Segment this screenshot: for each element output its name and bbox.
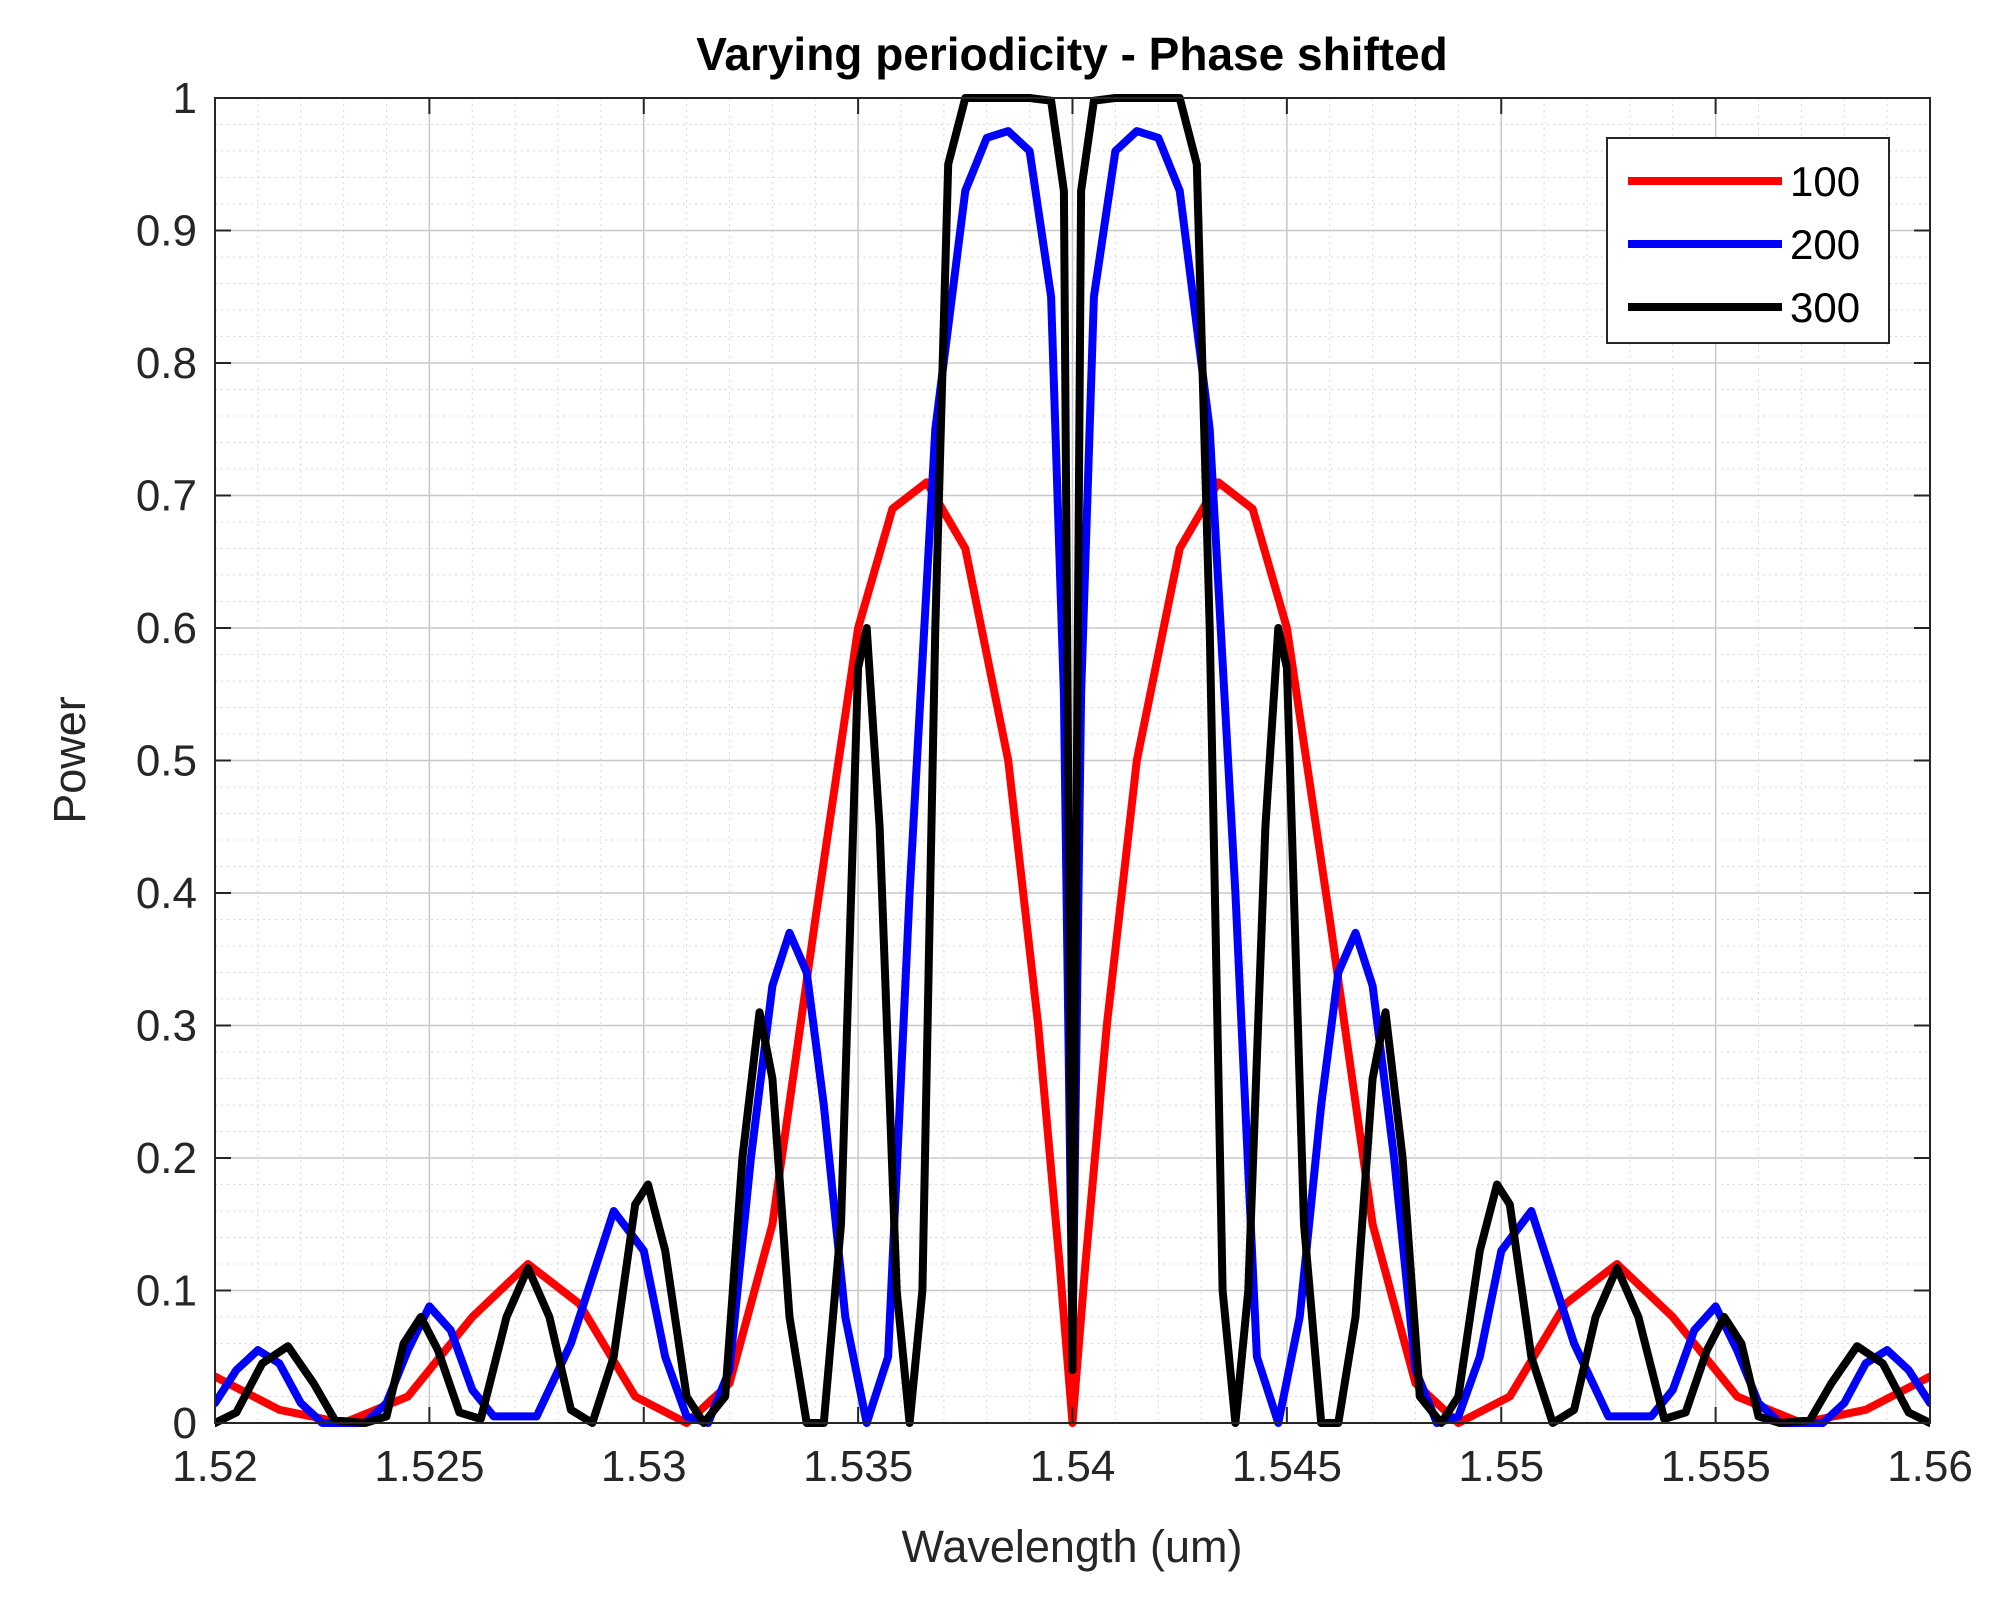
x-tick-label: 1.535 <box>803 1442 913 1491</box>
legend-label-300: 300 <box>1790 284 1860 331</box>
x-axis-label: Wavelength (um) <box>902 1521 1243 1572</box>
legend-label-200: 200 <box>1790 221 1860 268</box>
axis-ticks <box>214 97 1931 1424</box>
legend-label-100: 100 <box>1790 158 1860 205</box>
series-line-300 <box>215 94 1930 1427</box>
x-tick-label: 1.525 <box>374 1442 484 1491</box>
y-tick-label: 0.8 <box>136 339 197 388</box>
x-tick-label: 1.52 <box>172 1442 258 1491</box>
x-tick-label: 1.55 <box>1458 1442 1544 1491</box>
x-tick-label: 1.53 <box>601 1442 687 1491</box>
y-tick-label: 0 <box>173 1399 197 1448</box>
y-tick-label: 0.4 <box>136 869 197 918</box>
y-tick-label: 1 <box>173 74 197 123</box>
y-tick-label: 0.1 <box>136 1267 197 1316</box>
y-axis-label: Power <box>44 696 95 824</box>
x-tick-label: 1.555 <box>1661 1442 1771 1491</box>
x-tick-label: 1.54 <box>1030 1442 1116 1491</box>
y-tick-label: 0.3 <box>136 1002 197 1051</box>
legend: 100 200 300 <box>1606 137 1890 344</box>
legend-entries: 100 200 300 <box>1628 158 1860 331</box>
x-tick-label: 1.545 <box>1232 1442 1342 1491</box>
y-tick-label: 0.2 <box>136 1134 197 1183</box>
y-tick-labels: 0 0.1 0.2 0.3 0.4 0.5 0.6 0.7 0.8 0.9 1 <box>136 74 197 1448</box>
y-tick-label: 0.9 <box>136 207 197 256</box>
x-tick-labels: 1.52 1.525 1.53 1.535 1.54 1.545 1.55 1.555 1.56 <box>172 1442 1973 1491</box>
y-tick-label: 0.7 <box>136 472 197 521</box>
chart-title: Varying periodicity - Phase shifted <box>696 28 1448 80</box>
x-tick-label: 1.56 <box>1887 1442 1973 1491</box>
y-tick-label: 0.5 <box>136 737 197 786</box>
y-tick-label: 0.6 <box>136 604 197 653</box>
